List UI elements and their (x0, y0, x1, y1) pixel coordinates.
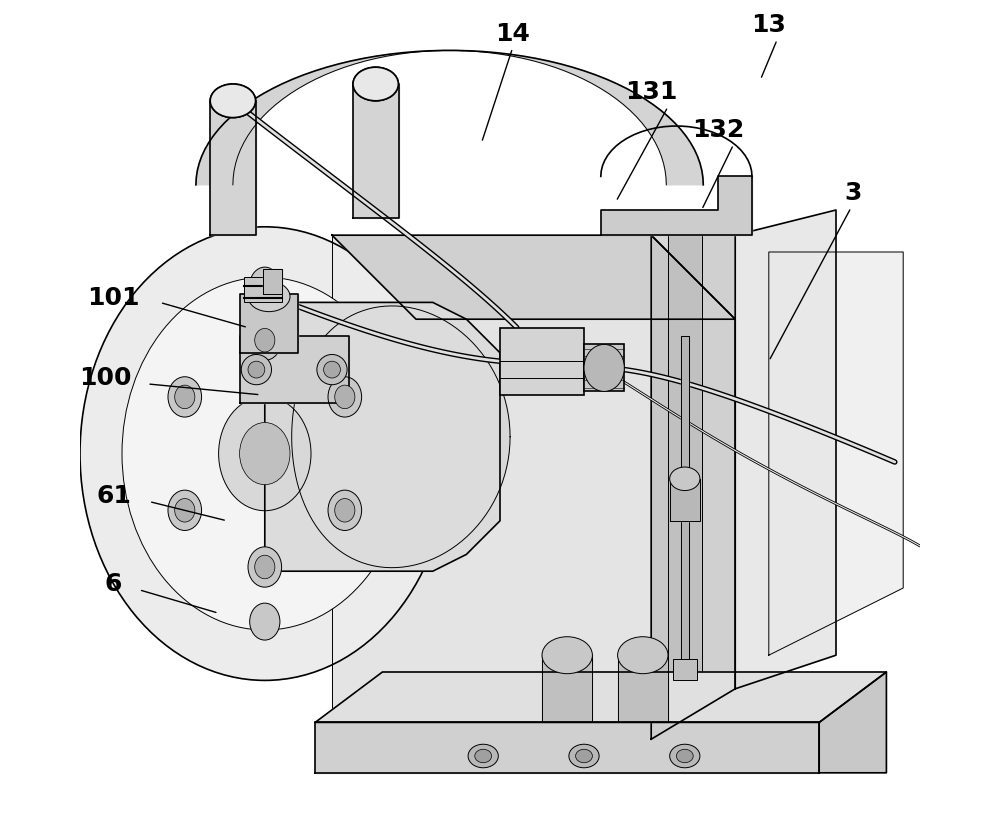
Polygon shape (601, 176, 752, 235)
Bar (244, 277, 282, 302)
Text: 131: 131 (625, 81, 677, 104)
Ellipse shape (250, 267, 280, 304)
Text: 14: 14 (495, 22, 530, 45)
Ellipse shape (324, 361, 340, 378)
Ellipse shape (335, 385, 355, 409)
Ellipse shape (255, 328, 275, 352)
Text: 132: 132 (692, 118, 745, 142)
Text: 61: 61 (96, 484, 131, 507)
Ellipse shape (468, 744, 498, 768)
Polygon shape (292, 306, 510, 568)
Polygon shape (240, 336, 349, 403)
Polygon shape (332, 235, 651, 739)
Ellipse shape (210, 84, 256, 118)
Ellipse shape (255, 555, 275, 579)
Ellipse shape (80, 227, 450, 680)
Ellipse shape (248, 547, 282, 587)
Bar (673, 659, 697, 680)
Ellipse shape (475, 749, 492, 763)
Bar (500, 328, 584, 395)
Ellipse shape (250, 603, 280, 640)
Ellipse shape (241, 354, 272, 385)
Ellipse shape (317, 354, 347, 385)
Ellipse shape (353, 67, 398, 101)
Ellipse shape (542, 637, 592, 674)
Ellipse shape (175, 498, 195, 522)
Polygon shape (651, 210, 735, 739)
Polygon shape (265, 302, 500, 571)
Polygon shape (315, 672, 886, 722)
Polygon shape (702, 210, 735, 689)
Polygon shape (735, 210, 836, 689)
Ellipse shape (335, 498, 355, 522)
Ellipse shape (248, 361, 265, 378)
Ellipse shape (210, 84, 256, 118)
Ellipse shape (670, 467, 700, 491)
Polygon shape (210, 101, 256, 235)
Ellipse shape (328, 490, 362, 531)
Ellipse shape (576, 749, 592, 763)
Ellipse shape (168, 376, 202, 417)
Text: 101: 101 (87, 286, 140, 310)
Polygon shape (769, 252, 903, 655)
Ellipse shape (676, 749, 693, 763)
Polygon shape (263, 269, 282, 294)
Ellipse shape (670, 744, 700, 768)
Ellipse shape (248, 320, 282, 360)
Ellipse shape (168, 490, 202, 531)
Ellipse shape (328, 377, 362, 417)
Ellipse shape (240, 423, 290, 485)
Polygon shape (618, 655, 668, 722)
Ellipse shape (361, 73, 391, 95)
Bar (584, 344, 624, 391)
Polygon shape (353, 84, 399, 218)
Polygon shape (668, 210, 702, 689)
Polygon shape (681, 336, 689, 672)
Polygon shape (651, 235, 735, 739)
Polygon shape (332, 235, 735, 319)
Ellipse shape (219, 396, 311, 511)
Polygon shape (315, 722, 819, 773)
Text: 6: 6 (105, 572, 122, 596)
Polygon shape (542, 655, 592, 722)
Text: 13: 13 (751, 13, 786, 37)
Polygon shape (670, 479, 700, 521)
Ellipse shape (248, 281, 290, 312)
Ellipse shape (122, 277, 408, 630)
Ellipse shape (584, 344, 624, 391)
Polygon shape (240, 294, 298, 353)
Ellipse shape (618, 637, 668, 674)
Ellipse shape (175, 385, 195, 408)
Polygon shape (819, 672, 886, 773)
Text: 100: 100 (79, 366, 131, 390)
Polygon shape (196, 50, 703, 185)
Text: 3: 3 (844, 181, 861, 205)
Ellipse shape (218, 90, 248, 112)
Ellipse shape (353, 67, 398, 101)
Ellipse shape (569, 744, 599, 768)
